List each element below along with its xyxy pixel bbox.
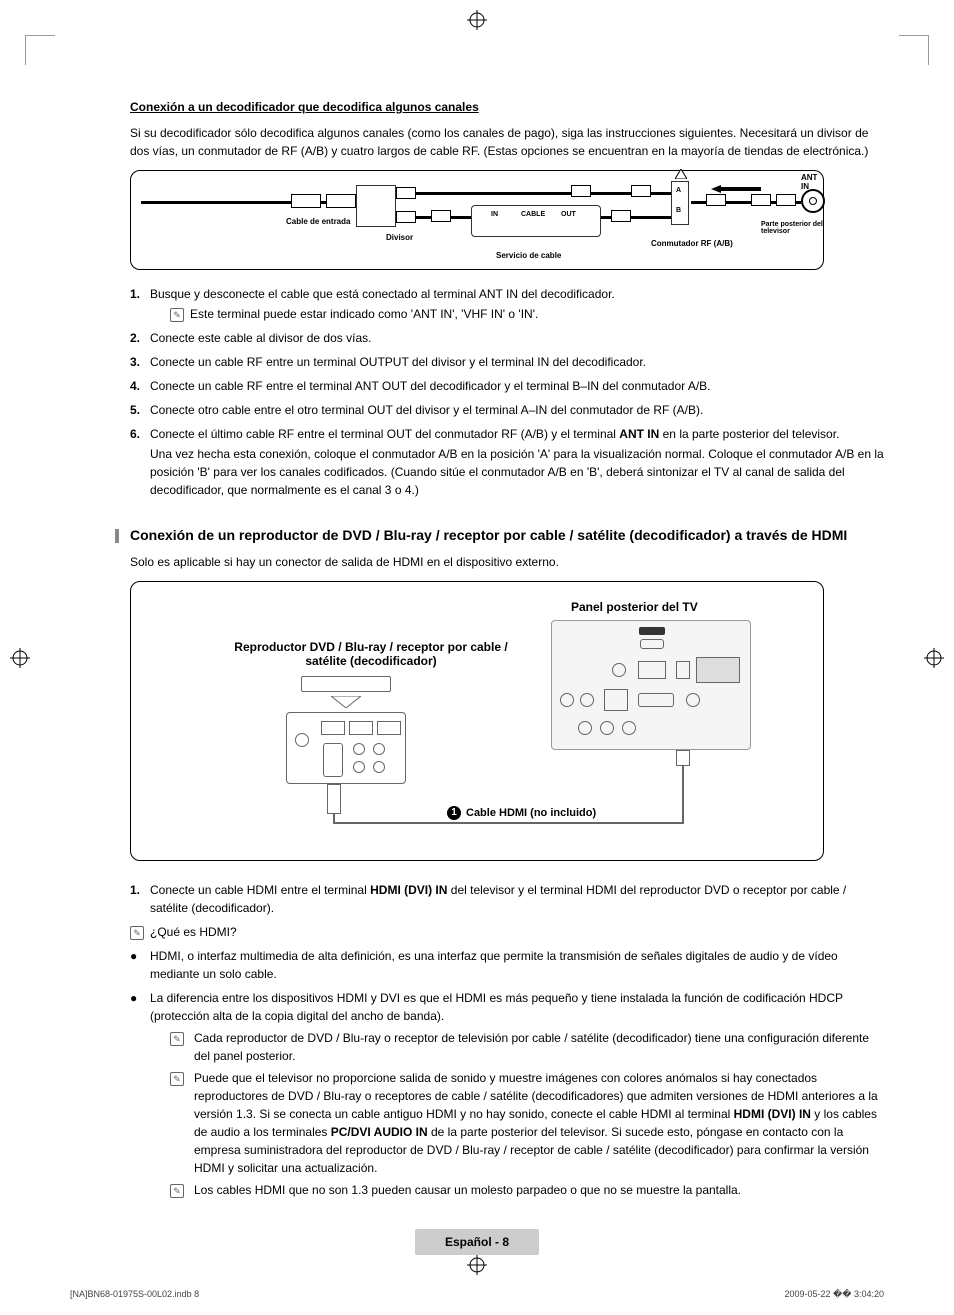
note-icon: ✎	[170, 308, 184, 322]
connection-diagram-2: Panel posterior del TV Reproductor DVD /…	[130, 581, 824, 861]
crop-mark-icon	[467, 10, 487, 30]
note-icon: ✎	[170, 1184, 184, 1198]
intro-paragraph: Si su decodificador sólo decodifica algu…	[130, 124, 884, 160]
step-text: Conecte este cable al divisor de dos vía…	[150, 329, 884, 347]
step-number: 1.	[130, 881, 150, 917]
step-number: 3.	[130, 353, 150, 371]
body-item: ●La diferencia entre los dispositivos HD…	[130, 989, 884, 1199]
note-icon: ✎	[170, 1072, 184, 1086]
step-item: 5.Conecte otro cable entre el otro termi…	[130, 401, 884, 419]
corner-mark	[899, 35, 929, 65]
bullet-icon: ●	[130, 989, 150, 1199]
page-number-badge: Español - 8	[415, 1229, 539, 1255]
step-item: 4.Conecte un cable RF entre el terminal …	[130, 377, 884, 395]
nested-note: ✎Cada reproductor de DVD / Blu-ray o rec…	[170, 1029, 884, 1065]
step-item: 3.Conecte un cable RF entre un terminal …	[130, 353, 884, 371]
main-section-heading: Conexión de un reproductor de DVD / Blu-…	[130, 527, 884, 543]
step-text: Busque y desconecte el cable que está co…	[150, 285, 884, 323]
step-text: Conecte un cable RF entre el terminal AN…	[150, 377, 884, 395]
body-item: ✎ ¿Qué es HDMI?	[130, 923, 884, 941]
step-item: 2.Conecte este cable al divisor de dos v…	[130, 329, 884, 347]
section-subtext: Solo es aplicable si hay un conector de …	[130, 555, 884, 569]
step-item: 1.Busque y desconecte el cable que está …	[130, 285, 884, 323]
document-footer: [NA]BN68-01975S-00L02.indb 8 2009-05-22 …	[70, 1289, 884, 1300]
doc-filename: [NA]BN68-01975S-00L02.indb 8	[70, 1289, 199, 1300]
step-text: Conecte un cable RF entre un terminal OU…	[150, 353, 884, 371]
number-badge: 1	[447, 806, 461, 820]
step-number: 6.	[130, 425, 150, 499]
bullet-text: HDMI, o interfaz multimedia de alta defi…	[150, 947, 884, 983]
note-icon: ✎	[130, 926, 144, 940]
step-text: Conecte un cable HDMI entre el terminal …	[150, 881, 884, 917]
note-icon: ✎	[170, 1032, 184, 1046]
corner-mark	[25, 35, 55, 65]
step-number: 4.	[130, 377, 150, 395]
bullet-icon: ●	[130, 947, 150, 983]
section-heading: Conexión a un decodificador que decodifi…	[130, 100, 884, 114]
steps-list: 1.Busque y desconecte el cable que está …	[130, 285, 884, 499]
body-item: ●HDMI, o interfaz multimedia de alta def…	[130, 947, 884, 983]
nested-note: ✎Puede que el televisor no proporcione s…	[170, 1069, 884, 1177]
body-content: 1.Conecte un cable HDMI entre el termina…	[130, 881, 884, 1199]
crop-mark-icon	[10, 648, 30, 668]
note-text: ¿Qué es HDMI?	[150, 923, 884, 941]
step-item: 6.Conecte el último cable RF entre el te…	[130, 425, 884, 499]
doc-timestamp: 2009-05-22 �� 3:04:20	[784, 1289, 884, 1300]
step-text: Conecte el último cable RF entre el term…	[150, 425, 884, 499]
arrow-icon	[675, 169, 687, 179]
connection-diagram-1: Cable de entrada Divisor IN CABLE OUT Se…	[130, 170, 824, 270]
crop-mark-icon	[467, 1255, 487, 1275]
step-number: 1.	[130, 285, 150, 323]
step-number: 5.	[130, 401, 150, 419]
step-number: 2.	[130, 329, 150, 347]
step-text: Conecte otro cable entre el otro termina…	[150, 401, 884, 419]
crop-mark-icon	[924, 648, 944, 668]
bullet-text: La diferencia entre los dispositivos HDM…	[150, 989, 884, 1199]
arrow-left-icon	[711, 185, 761, 193]
nested-note: ✎Los cables HDMI que no son 1.3 pueden c…	[170, 1181, 884, 1199]
arrow-down-icon	[331, 696, 361, 708]
body-item: 1.Conecte un cable HDMI entre el termina…	[130, 881, 884, 917]
